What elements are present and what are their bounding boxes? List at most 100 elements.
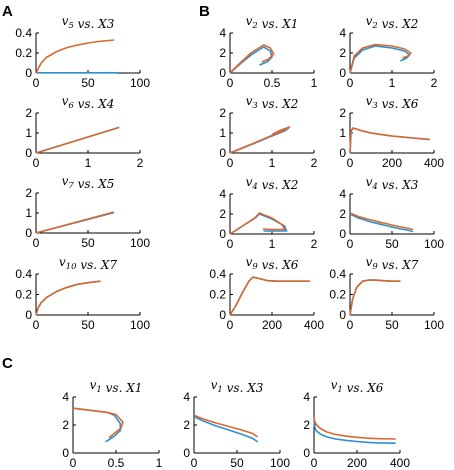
y-tick-label: 0 xyxy=(219,308,226,322)
y-tick-label: 0 xyxy=(219,227,226,241)
x-tick-label: 400 xyxy=(304,318,324,332)
x-tick-label: 0.5 xyxy=(108,456,125,470)
subplot-title: v10 vs. X7 xyxy=(59,255,118,272)
x-tick-label: 200 xyxy=(382,156,402,170)
subplot-title: v1 vs. X3 xyxy=(211,378,264,395)
subplot-b2: 0 1 2 0 2 4 v2 vs. X2 xyxy=(339,14,437,90)
subplot-title: v3 vs. X2 xyxy=(246,94,299,111)
y-tick-label: 0 xyxy=(219,146,226,160)
y-tick-label: 2 xyxy=(219,106,226,120)
y-tick-label: 1 xyxy=(25,126,32,140)
series-line-orange xyxy=(349,212,414,231)
y-tick-label: 4 xyxy=(339,187,346,201)
y-tick-label: 0.2 xyxy=(15,46,32,60)
x-tick-label: 1 xyxy=(311,76,318,90)
y-tick-label: 2 xyxy=(219,46,226,60)
y-tick-label: 0 xyxy=(303,446,310,460)
y-tick-label: 4 xyxy=(303,390,310,404)
x-tick-label: 50 xyxy=(81,318,95,332)
x-tick-label: 0 xyxy=(227,76,234,90)
subplot-title: v1 vs. X6 xyxy=(331,378,384,395)
series-line-orange xyxy=(193,414,259,438)
x-tick-label: 1 xyxy=(389,76,396,90)
series-line-orange xyxy=(349,43,412,74)
x-tick-label: 100 xyxy=(130,76,150,90)
x-tick-label: 1 xyxy=(269,237,276,251)
y-tick-label: 0.4 xyxy=(329,267,346,281)
series-line-orange xyxy=(35,39,115,74)
x-tick-label: 0 xyxy=(227,156,234,170)
y-tick-label: 0.2 xyxy=(15,288,32,302)
y-tick-label: 4 xyxy=(183,390,190,404)
x-tick-label: 2 xyxy=(311,237,318,251)
subplot-title: v9 vs. X7 xyxy=(366,255,419,272)
x-tick-label: 0 xyxy=(347,318,354,332)
y-tick-label: 2 xyxy=(339,106,346,120)
x-tick-label: 200 xyxy=(262,318,282,332)
subplot-title: v6 vs. X4 xyxy=(62,94,115,111)
x-tick-label: 100 xyxy=(424,318,444,332)
y-tick-label: 0 xyxy=(25,308,32,322)
subplot-title: v2 vs. X2 xyxy=(366,14,419,31)
y-tick-label: 2 xyxy=(25,106,32,120)
y-tick-label: 0 xyxy=(339,146,346,160)
series-line-orange xyxy=(35,211,115,234)
panel-label-c: C xyxy=(2,355,13,372)
x-tick-label: 1 xyxy=(85,156,92,170)
x-tick-label: 2 xyxy=(137,156,144,170)
subplot-title: v3 vs. X6 xyxy=(366,94,419,111)
x-tick-label: 50 xyxy=(81,76,95,90)
series-line-orange xyxy=(229,44,275,74)
series-line-blue xyxy=(349,127,430,154)
y-tick-label: 4 xyxy=(219,26,226,40)
series-line-orange xyxy=(313,416,396,440)
x-tick-label: 2 xyxy=(431,76,438,90)
x-tick-label: 100 xyxy=(270,456,290,470)
series-line-orange xyxy=(229,276,310,316)
x-tick-label: 50 xyxy=(385,318,399,332)
x-tick-label: 0 xyxy=(33,156,40,170)
x-tick-label: 1 xyxy=(269,156,276,170)
series-line-blue xyxy=(349,213,414,233)
subplot-title: v1 vs. X1 xyxy=(90,378,143,395)
panel-label-b: B xyxy=(199,3,210,20)
x-tick-label: 0 xyxy=(227,318,234,332)
x-tick-label: 0 xyxy=(311,456,318,470)
y-tick-label: 1 xyxy=(219,126,226,140)
x-tick-label: 100 xyxy=(424,237,444,251)
series-line-orange xyxy=(35,280,101,316)
y-tick-label: 2 xyxy=(303,418,310,432)
y-tick-label: 0.2 xyxy=(329,288,346,302)
x-tick-label: 0.5 xyxy=(264,76,281,90)
y-tick-label: 0.4 xyxy=(209,267,226,281)
x-tick-label: 50 xyxy=(385,237,399,251)
x-tick-label: 0 xyxy=(33,236,40,250)
subplot-b7: 0 200 400 0 0.2 0.4 v9 vs. X6 xyxy=(209,255,324,332)
y-tick-label: 0 xyxy=(25,226,32,240)
subplot-a3: 0 50 100 0 1 2 v7 vs. X5 xyxy=(25,174,150,250)
subplot-a4: 0 50 100 0 0.2 0.4 v10 vs. X7 xyxy=(15,255,150,332)
series-line-blue xyxy=(229,276,310,316)
series-line-blue xyxy=(229,46,273,74)
subplot-title: v2 vs. X1 xyxy=(246,14,299,31)
x-tick-label: 0 xyxy=(33,76,40,90)
y-tick-label: 0 xyxy=(25,66,32,80)
y-tick-label: 1 xyxy=(339,126,346,140)
subplot-b4: 0 200 400 0 1 2 v3 vs. X6 xyxy=(339,94,444,170)
y-tick-label: 0.4 xyxy=(15,267,32,281)
x-tick-label: 100 xyxy=(130,318,150,332)
subplot-c1: 0 0.5 1 0 2 4 v1 vs. X1 xyxy=(62,378,162,470)
subplot-title: v9 vs. X6 xyxy=(246,255,299,272)
subplot-title: v7 vs. X5 xyxy=(62,174,115,191)
series-line-blue xyxy=(229,213,288,235)
subplot-b1: 0 0.5 1 0 2 4 v2 vs. X1 xyxy=(219,14,317,90)
x-tick-label: 1 xyxy=(156,456,163,470)
series-line-orange xyxy=(229,212,286,235)
series-line-blue xyxy=(193,415,259,443)
x-tick-label: 0 xyxy=(227,237,234,251)
subplot-c2: 0 50 100 0 2 4 v1 vs. X3 xyxy=(183,378,290,470)
subplot-title: v4 vs. X3 xyxy=(366,175,419,192)
y-tick-label: 2 xyxy=(219,207,226,221)
x-tick-label: 50 xyxy=(81,236,95,250)
